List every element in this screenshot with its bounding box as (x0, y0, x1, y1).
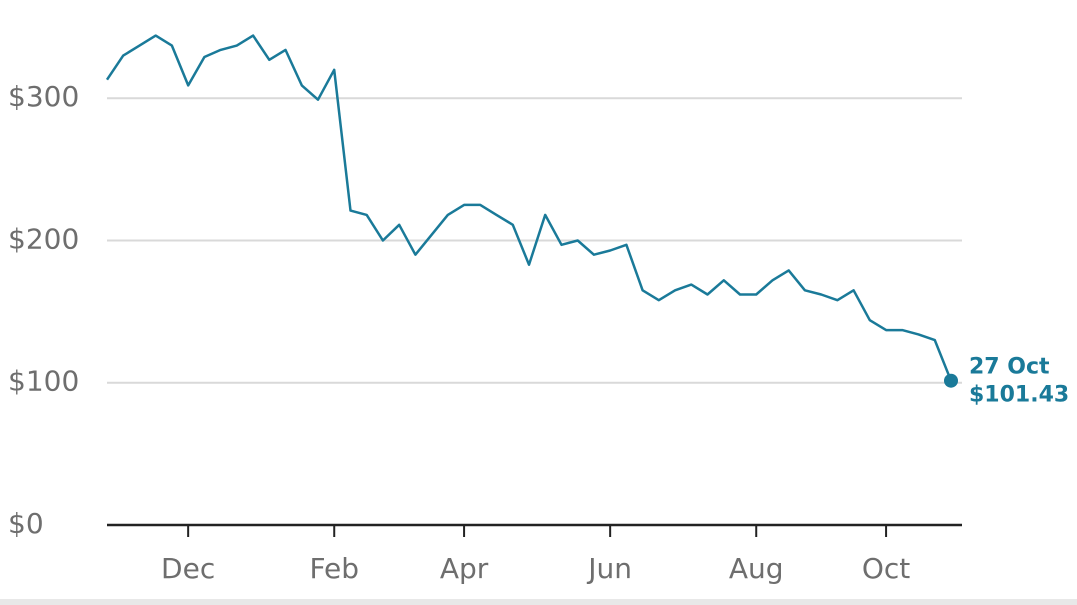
x-tick-label: Dec (161, 552, 215, 585)
annotation-value: $101.43 (969, 383, 1069, 408)
x-tick-label: Jun (586, 552, 632, 585)
y-tick-label: $100 (8, 365, 79, 398)
x-tick-label: Aug (729, 552, 784, 585)
x-tick-label: Apr (440, 552, 489, 585)
y-tick-label: $0 (8, 507, 44, 540)
end-point (944, 373, 958, 388)
y-tick-label: $300 (8, 80, 79, 113)
y-tick-label: $200 (8, 222, 79, 255)
bottom-band (0, 599, 1077, 605)
x-tick-label: Oct (862, 552, 910, 585)
price-line (105, 34, 953, 382)
x-tick-label: Feb (309, 552, 359, 585)
annotation-date: 27 Oct (969, 355, 1050, 380)
